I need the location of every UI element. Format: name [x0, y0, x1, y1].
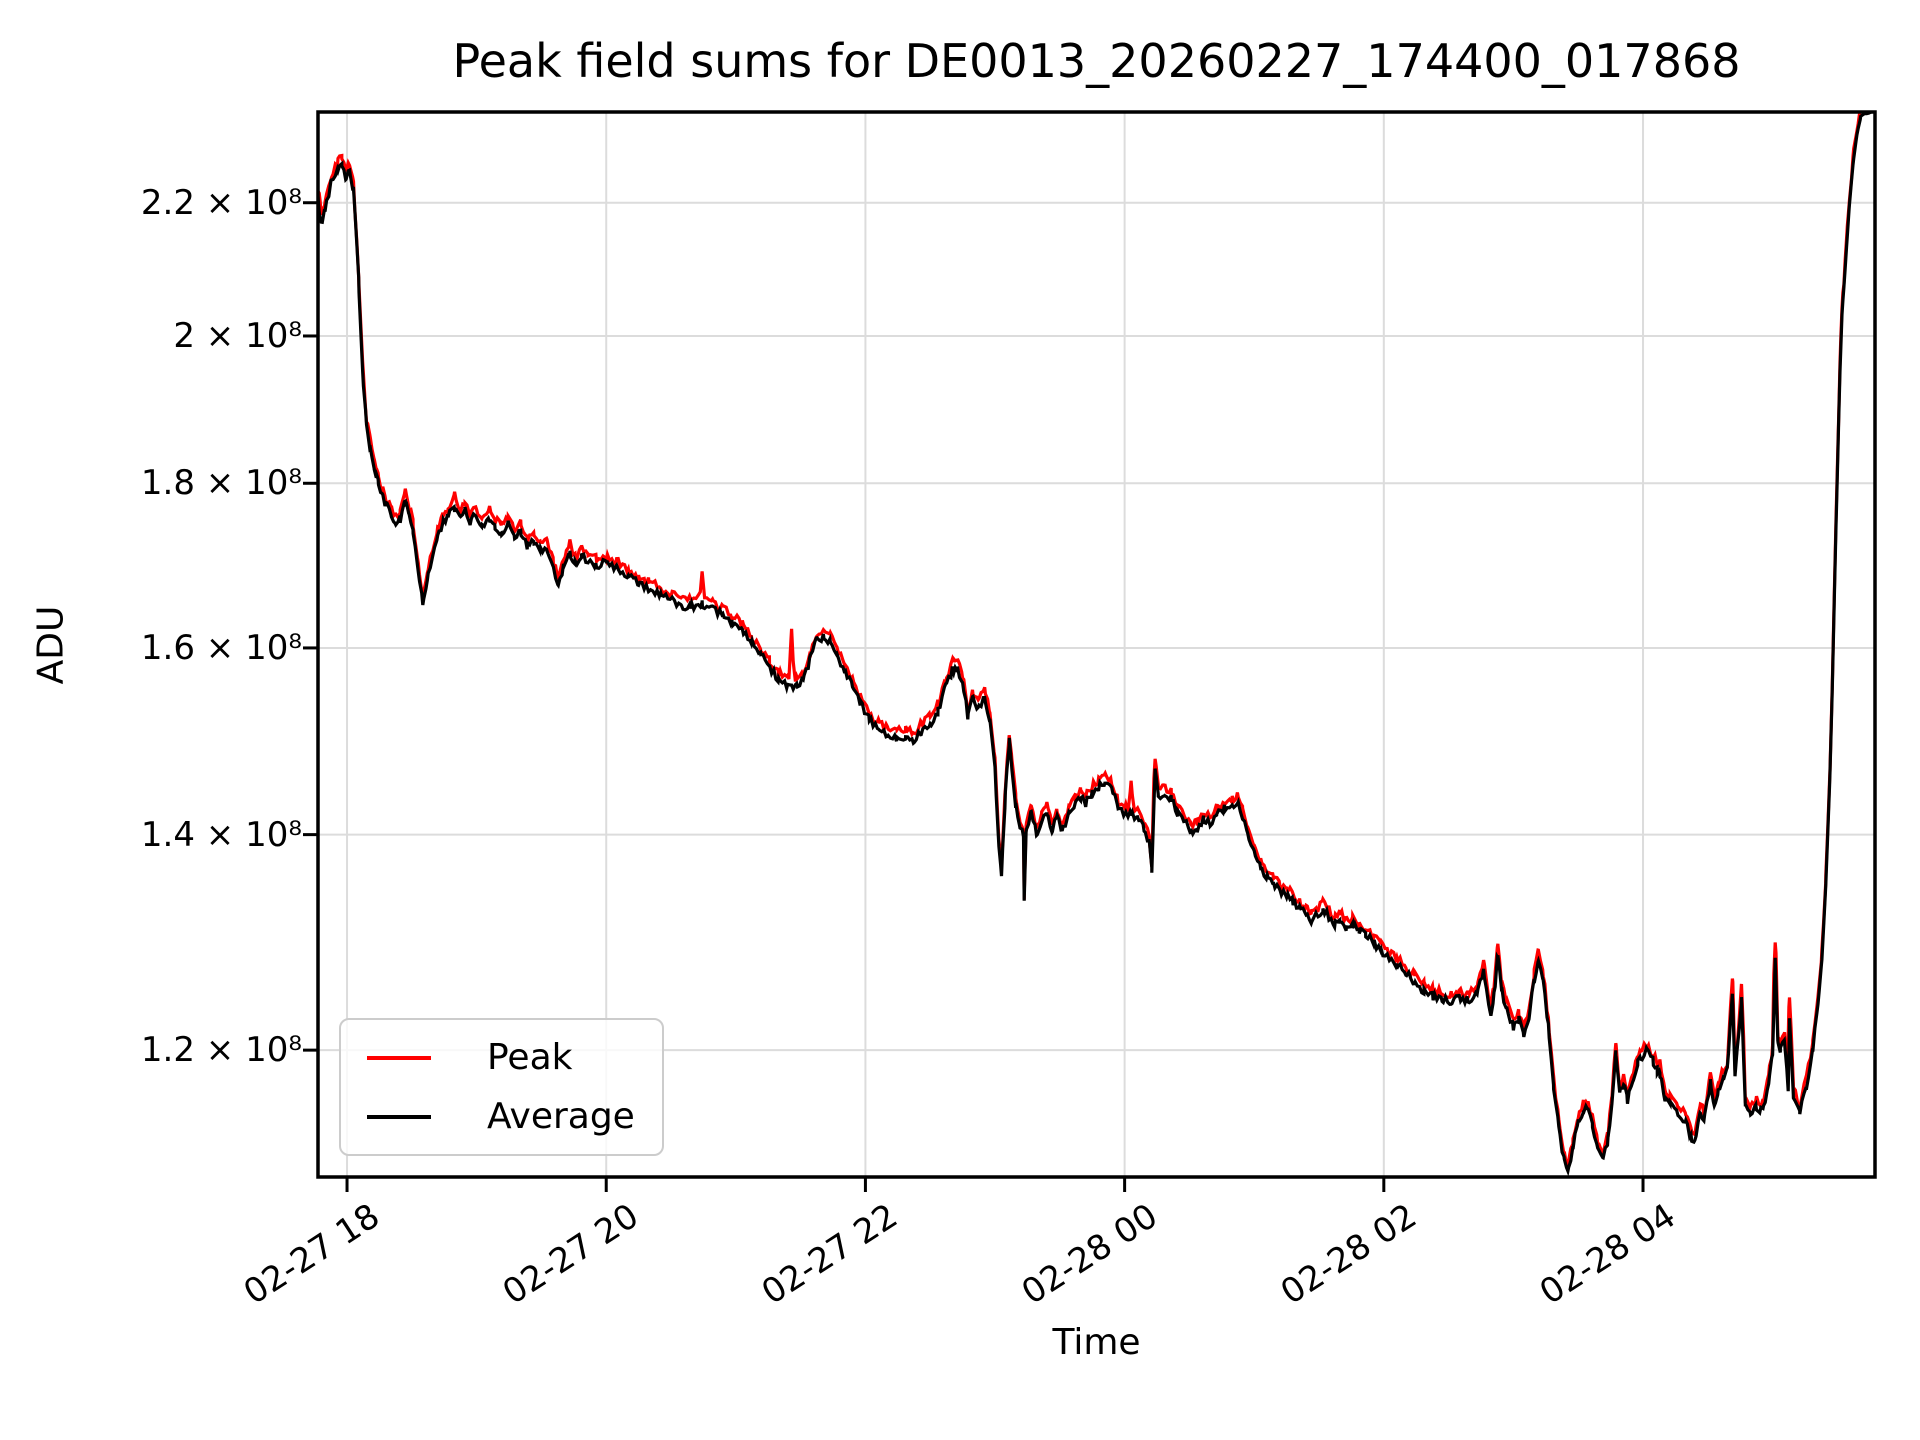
y-tick-label: 1.2 × 10⁸ [140, 1030, 302, 1071]
chart-title: Peak field sums for DE0013_20260227_1744… [452, 34, 1741, 88]
y-tick-label: 1.8 × 10⁸ [140, 463, 302, 504]
y-tick-label: 2.2 × 10⁸ [140, 182, 302, 223]
average-series-line [317, 110, 1876, 1177]
legend-row-average: Average [341, 1096, 662, 1137]
y-tick-label: 1.6 × 10⁸ [140, 627, 302, 668]
legend-label-average: Average [487, 1096, 635, 1137]
legend: Peak Average [339, 1018, 664, 1156]
legend-row-peak: Peak [341, 1037, 662, 1078]
legend-label-peak: Peak [487, 1037, 573, 1078]
y-tick-label: 2 × 10⁸ [173, 315, 302, 356]
y-tick-label: 1.4 × 10⁸ [140, 814, 302, 855]
peak-series-line [317, 110, 1873, 1173]
x-axis-label: Time [1052, 1322, 1141, 1363]
average-line-swatch [367, 1114, 431, 1119]
peak-line-swatch [367, 1055, 431, 1060]
plot-frame [316, 110, 1877, 1179]
